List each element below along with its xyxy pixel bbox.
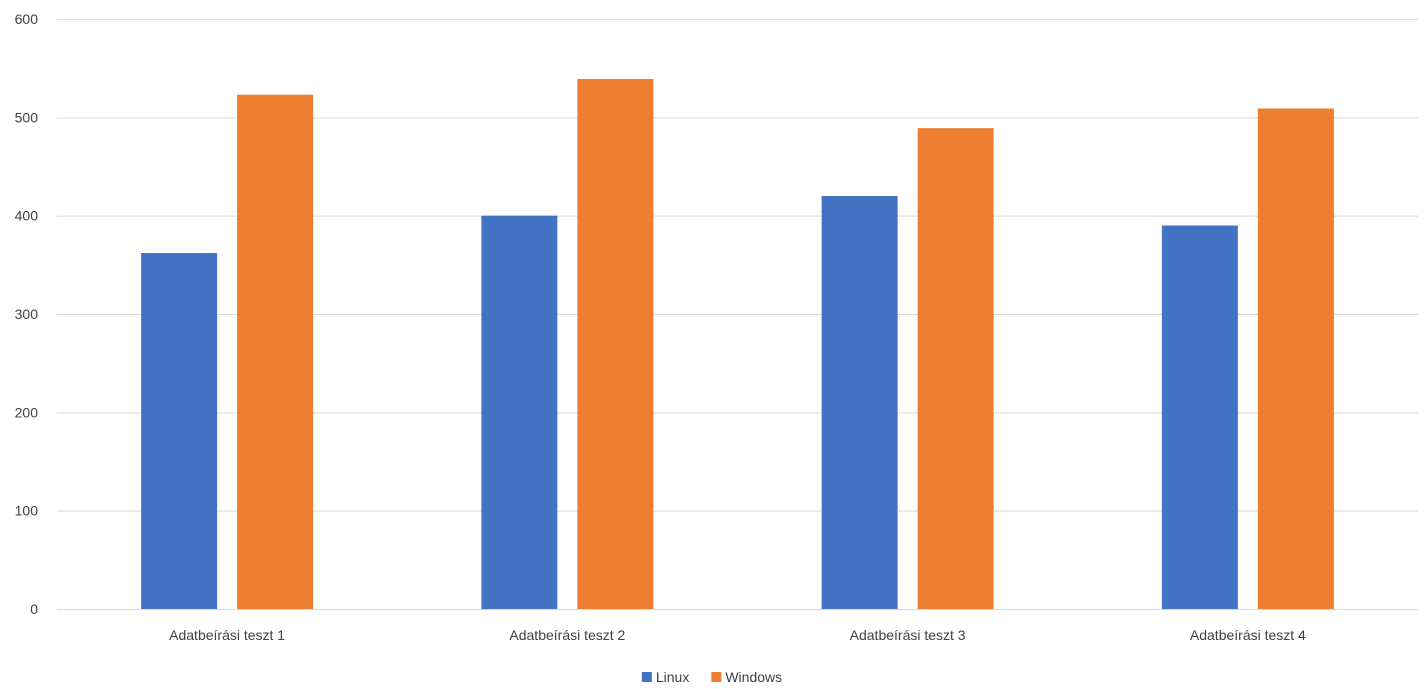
bar-linux-3 [821, 196, 898, 609]
legend-item-windows: Windows [711, 669, 782, 685]
x-tick-label: Adatbeírási teszt 1 [169, 627, 285, 643]
bar-linux-2 [481, 215, 558, 609]
y-tick-label: 600 [15, 11, 39, 27]
bar-linux-1 [141, 253, 218, 610]
legend-label-linux: Linux [656, 669, 689, 685]
legend: Linux Windows [641, 669, 782, 685]
bar-linux-4 [1161, 225, 1238, 609]
y-tick-label: 300 [15, 306, 39, 322]
x-tick-label: Adatbeírási teszt 4 [1190, 627, 1306, 643]
y-tick-label: 400 [15, 208, 39, 224]
legend-label-windows: Windows [725, 669, 782, 685]
bars [141, 78, 1334, 610]
y-tick-label: 500 [15, 109, 39, 125]
y-axis-tick-labels: 0 100 200 300 400 500 600 [15, 11, 39, 617]
bar-windows-4 [1257, 108, 1334, 609]
y-tick-label: 0 [30, 601, 38, 617]
bar-windows-2 [577, 78, 654, 609]
legend-swatch-linux [641, 672, 652, 682]
x-axis-tick-labels: Adatbeírási teszt 1 Adatbeírási teszt 2 Ad… [169, 627, 1306, 643]
legend-item-linux: Linux [641, 669, 689, 685]
legend-swatch-windows [711, 672, 722, 682]
bar-windows-3 [917, 128, 994, 609]
y-tick-label: 200 [15, 404, 39, 420]
y-tick-label: 100 [15, 503, 39, 519]
x-tick-label: Adatbeírási teszt 3 [850, 627, 966, 643]
x-tick-label: Adatbeírási teszt 2 [509, 627, 625, 643]
bar-windows-1 [237, 94, 314, 609]
